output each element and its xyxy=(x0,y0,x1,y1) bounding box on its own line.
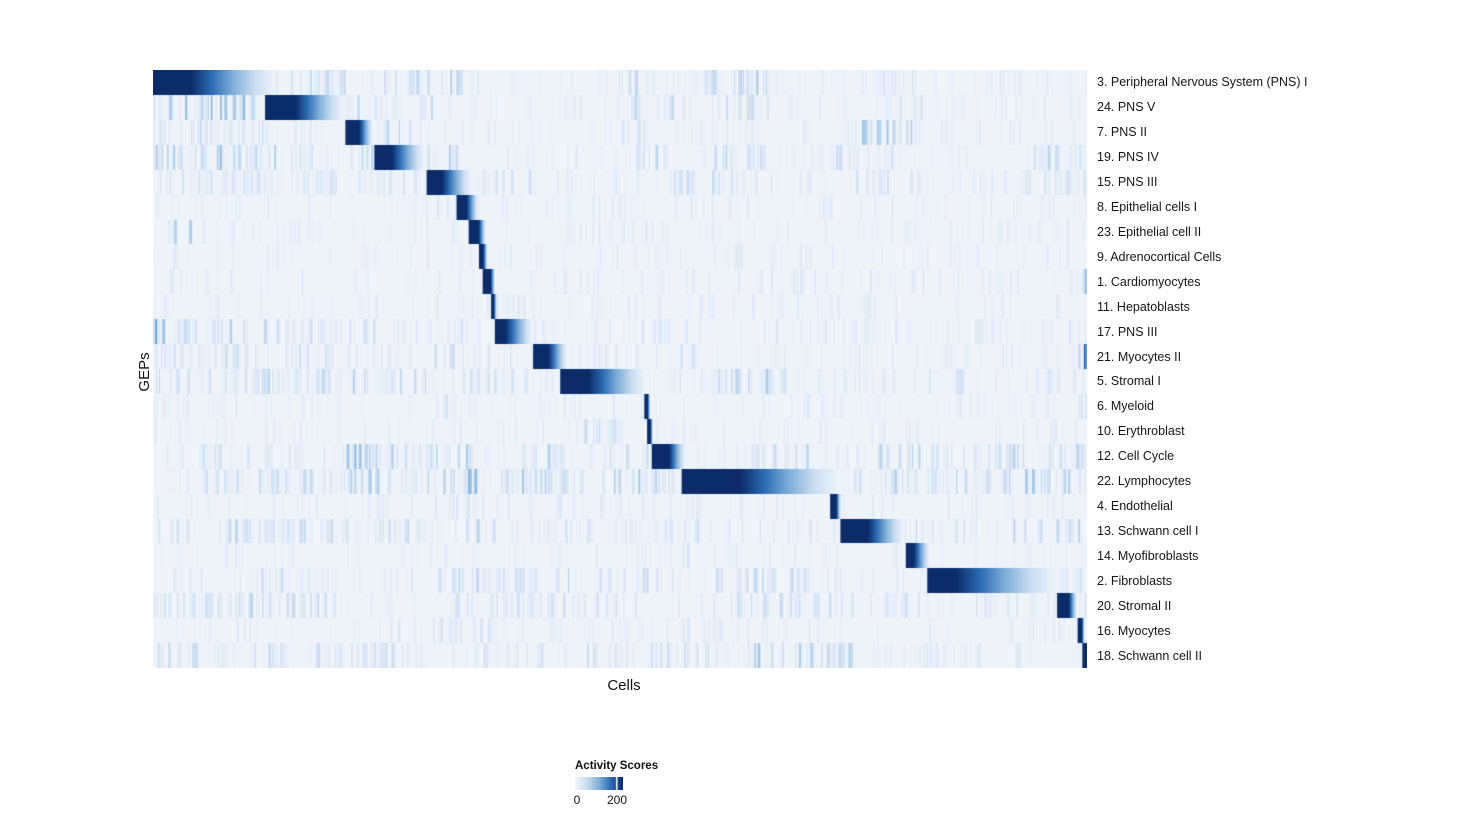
row-label: 8. Epithelial cells I xyxy=(1097,200,1198,215)
row-label: 19. PNS IV xyxy=(1097,150,1159,165)
row-label: 9. Adrenocortical Cells xyxy=(1097,249,1222,264)
row-label: 24. PNS V xyxy=(1097,100,1156,115)
row-label: 22. Lymphocytes xyxy=(1097,474,1192,489)
row-label: 17. PNS III xyxy=(1097,324,1158,339)
row-label: 16. Myocytes xyxy=(1097,623,1171,638)
legend-max-label: 200 xyxy=(606,793,628,807)
x-axis-label: Cells xyxy=(607,677,641,694)
row-label: 18. Schwann cell II xyxy=(1097,648,1202,663)
row-label: 23. Epithelial cell II xyxy=(1097,224,1202,239)
y-axis-label: GEPs xyxy=(136,352,153,392)
row-label: 21. Myocytes II xyxy=(1097,349,1182,364)
row-label: 5. Stromal I xyxy=(1097,374,1161,389)
row-label: 14. Myofibroblasts xyxy=(1097,548,1199,563)
legend-min-label: 0 xyxy=(573,793,581,807)
row-label: 7. PNS II xyxy=(1097,125,1148,140)
row-label: 11. Hepatoblasts xyxy=(1097,299,1190,314)
row-label: 2. Fibroblasts xyxy=(1097,573,1173,588)
heatmap-canvas xyxy=(153,70,1087,668)
colorbar-legend: Activity Scores 0 200 xyxy=(574,760,695,812)
row-label: 12. Cell Cycle xyxy=(1097,449,1175,464)
legend-title: Activity Scores xyxy=(575,760,659,772)
row-label: 20. Stromal II xyxy=(1097,598,1172,613)
gep-row-labels: 3. Peripheral Nervous System (PNS) I 24. … xyxy=(1097,0,1457,700)
row-label: 10. Erythroblast xyxy=(1097,424,1185,439)
row-label: 15. PNS III xyxy=(1097,175,1158,190)
row-label: 6. Myeloid xyxy=(1097,399,1154,414)
row-label: 3. Peripheral Nervous System (PNS) I xyxy=(1097,75,1308,90)
row-label: 13. Schwann cell I xyxy=(1097,523,1199,538)
row-label: 4. Endothelial xyxy=(1097,499,1173,514)
row-label: 1. Cardiomyocytes xyxy=(1097,274,1201,289)
legend-gradient xyxy=(575,777,623,790)
